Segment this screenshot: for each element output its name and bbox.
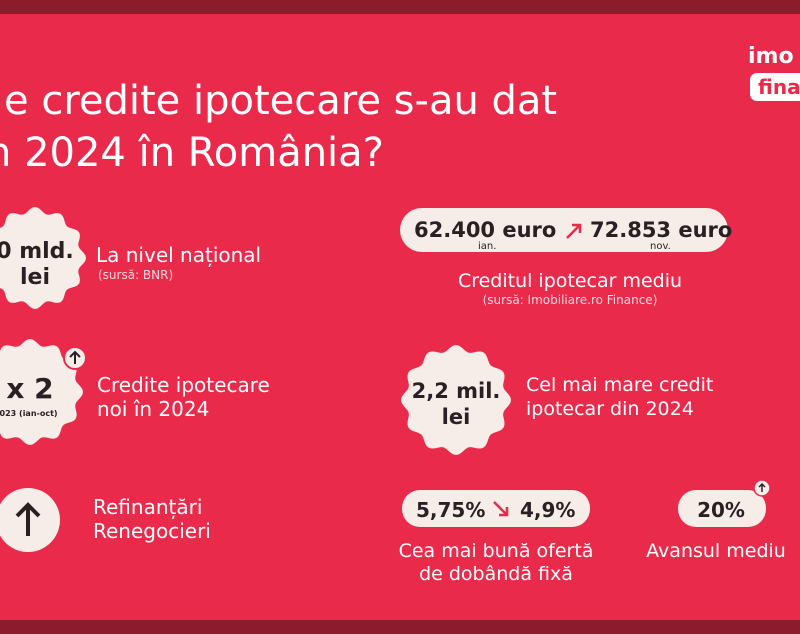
up-arrow bbox=[15, 502, 41, 536]
value: 62.400 euro bbox=[414, 218, 556, 242]
badge bbox=[401, 345, 511, 455]
value: 5,75% bbox=[416, 498, 485, 522]
value: 20% bbox=[697, 498, 745, 522]
label: Cel mai mare credit bbox=[526, 374, 713, 396]
bottom-band bbox=[0, 620, 800, 634]
label: ipotecar din 2024 bbox=[526, 398, 694, 420]
badge-text: 2,2 mil. bbox=[412, 379, 501, 403]
month: nov. bbox=[650, 241, 671, 252]
source: (sursă: Imobiliare.ro Finance) bbox=[483, 293, 658, 307]
value: 4,9% bbox=[520, 498, 575, 522]
badges bbox=[0, 207, 511, 455]
label: La nivel național bbox=[96, 243, 261, 267]
up-arrow bbox=[566, 223, 582, 239]
label: Creditul ipotecar mediu bbox=[458, 270, 682, 292]
top-band bbox=[0, 0, 800, 14]
badge bbox=[0, 339, 83, 445]
logo-text: fina bbox=[758, 75, 800, 99]
badge-text: x 2 bbox=[6, 372, 53, 405]
label: noi în 2024 bbox=[97, 397, 209, 421]
badge bbox=[0, 207, 86, 309]
label: Cea mai bună ofertă bbox=[399, 540, 594, 562]
badge-text: lei bbox=[20, 265, 50, 290]
badge-text: 0 mld. bbox=[0, 239, 74, 264]
logo-text: imo bbox=[748, 44, 794, 69]
pill bbox=[400, 208, 728, 252]
value: 72.853 euro bbox=[590, 218, 732, 242]
badge-text: lei bbox=[442, 405, 471, 429]
logo-box bbox=[750, 73, 800, 101]
up-arrow bbox=[69, 350, 81, 364]
label: Avansul mediu bbox=[646, 540, 786, 562]
month: ian. bbox=[478, 241, 496, 252]
up-arrow bbox=[758, 482, 766, 492]
label: de dobândă fixă bbox=[419, 563, 573, 585]
down-arrow bbox=[493, 501, 509, 517]
title: e credite ipotecare s-au dat bbox=[4, 78, 557, 124]
title: n 2024 în România? bbox=[0, 130, 384, 176]
pill bbox=[402, 490, 590, 527]
pill bbox=[678, 490, 766, 527]
source: (sursă: BNR) bbox=[98, 268, 173, 282]
label: Credite ipotecare bbox=[97, 373, 270, 397]
label: Refinanțări bbox=[93, 495, 202, 519]
label: Renegocieri bbox=[93, 519, 211, 543]
